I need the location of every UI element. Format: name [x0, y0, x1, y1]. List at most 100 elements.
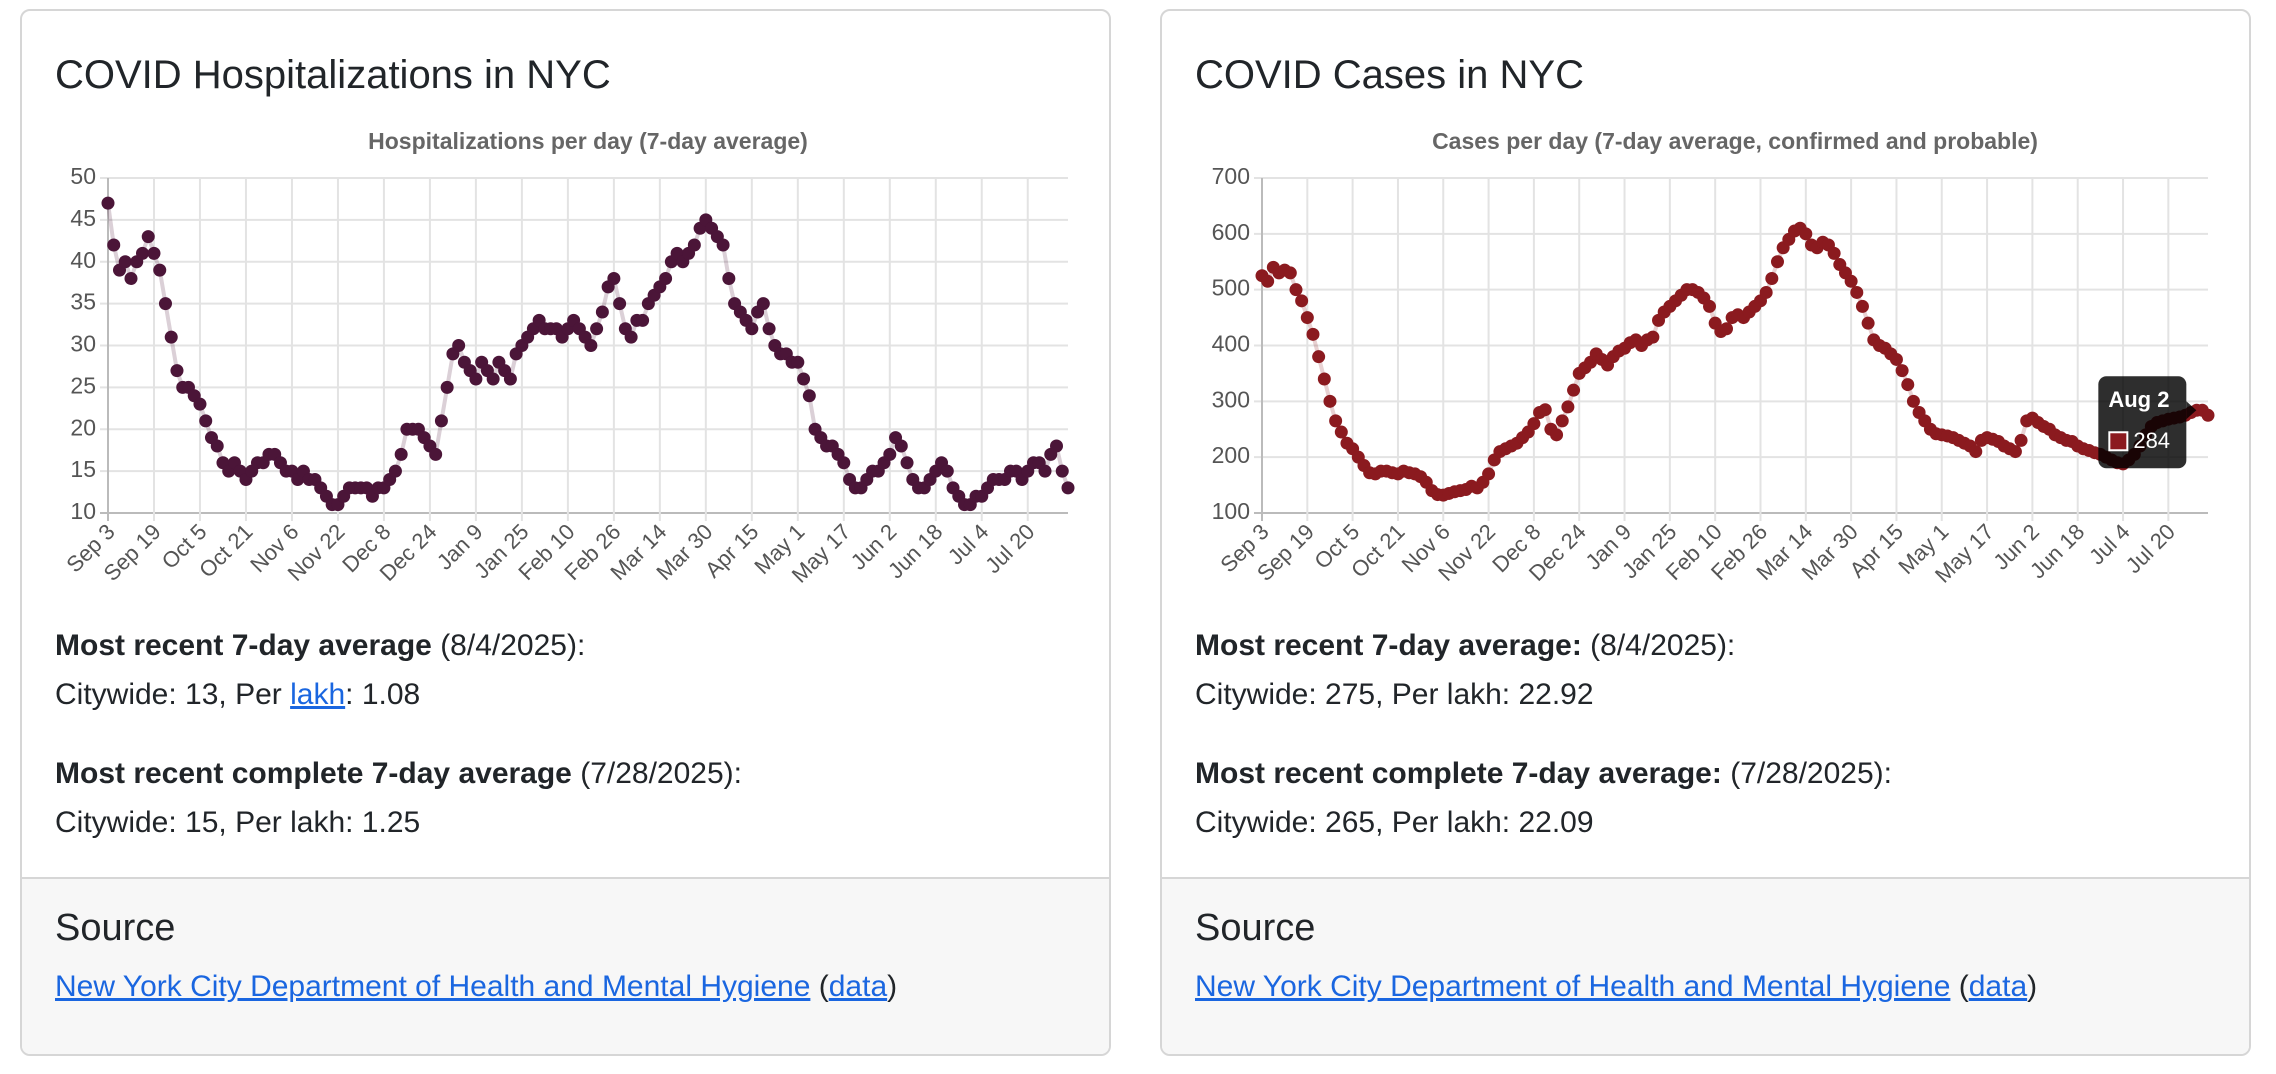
chart: Hospitalizations per day (7-day average)…	[61, 128, 1075, 588]
data-point	[434, 414, 448, 428]
y-tick-label: 40	[70, 247, 96, 273]
data-point	[607, 272, 621, 285]
data-point	[1482, 467, 1496, 481]
stat-date: (8/4/2025):	[440, 629, 586, 662]
data-point	[118, 255, 132, 269]
data-point	[141, 230, 155, 244]
lakh-link[interactable]: lakh	[290, 678, 346, 711]
card: COVID Cases in NYC Most recent 7-day aver…	[1160, 9, 2251, 1056]
card-footer: Source New York City Department of Health…	[1162, 877, 2249, 1054]
data-point	[1323, 394, 1337, 408]
data-point	[486, 372, 500, 386]
stat-line: Citywide: 265, Per lakh: 22.09	[1195, 798, 1892, 847]
data-point	[429, 447, 443, 461]
data-point	[837, 456, 851, 470]
card-title: COVID Cases in NYC	[1195, 53, 1584, 97]
y-tick-label: 600	[1212, 219, 1250, 245]
data-point	[883, 447, 897, 461]
data-point	[1901, 378, 1915, 392]
data-point	[1283, 266, 1297, 280]
data-point	[802, 389, 816, 403]
paren: )	[2027, 970, 2038, 1003]
stat-date: (8/4/2025):	[1590, 629, 1736, 662]
data-point	[1289, 283, 1303, 297]
x-tick-label: Jul 20	[2121, 519, 2180, 578]
data-link[interactable]: data	[828, 970, 888, 1003]
data-point	[1850, 285, 1864, 299]
data-point	[1050, 439, 1064, 453]
data-point	[1889, 352, 1903, 366]
data-point	[756, 297, 770, 311]
data-point	[440, 380, 454, 394]
source-link[interactable]: New York City Department of Health and M…	[1195, 970, 1951, 1003]
x-tick-label: Oct 21	[194, 519, 258, 583]
data-point	[595, 305, 609, 319]
data-point	[940, 464, 954, 478]
source-heading: Source	[1195, 907, 1316, 949]
data-point	[687, 238, 701, 252]
data-point	[1646, 330, 1660, 344]
stat-line: Citywide: 15, Per lakh: 1.25	[55, 798, 742, 847]
data-point	[1895, 364, 1909, 378]
data-point	[1567, 383, 1581, 397]
data-point	[1703, 299, 1717, 313]
chart-title: Cases per day (7-day average, confirmed …	[1432, 128, 2038, 154]
data-point	[1329, 414, 1343, 428]
stat-date: (7/28/2025):	[1730, 757, 1892, 790]
source-link[interactable]: New York City Department of Health and M…	[55, 970, 811, 1003]
tooltip-arrow	[2186, 401, 2197, 420]
data-point	[1334, 425, 1348, 439]
stat-text: Citywide: 13, Per	[55, 678, 282, 711]
y-tick-label: 50	[70, 163, 96, 189]
data-point	[1799, 227, 1813, 241]
stat-block: Most recent 7-day average (8/4/2025): Cit…	[55, 621, 585, 719]
chart: Cases per day (7-day average, confirmed …	[1212, 128, 2215, 588]
data-point	[791, 355, 805, 369]
data-point	[164, 330, 178, 344]
data-point	[1555, 414, 1569, 428]
data-point	[636, 313, 650, 327]
tooltip-title: Aug 2	[2108, 387, 2169, 412]
stat-heading-line: Most recent 7-day average (8/4/2025):	[55, 621, 585, 670]
data-point	[590, 322, 604, 336]
data-point	[1306, 327, 1320, 341]
data-point	[1550, 428, 1564, 442]
series-line	[1260, 225, 2210, 498]
data-point	[1561, 400, 1575, 414]
data-point	[452, 339, 466, 352]
data-point	[1765, 272, 1779, 285]
data-point	[394, 447, 408, 461]
y-tick-label: 20	[70, 414, 96, 440]
data-point	[1969, 445, 1983, 459]
data-point	[210, 439, 224, 453]
data-point	[1844, 274, 1858, 288]
data-point	[1317, 372, 1331, 386]
stat-heading: Most recent 7-day average:	[1195, 629, 1582, 662]
stat-line: Citywide: 275, Per lakh: 22.92	[1195, 670, 1735, 719]
data-point	[762, 322, 776, 336]
data-point	[170, 364, 184, 378]
stat-line: Citywide: 13, Per lakh: 1.08	[55, 670, 585, 719]
data-point	[153, 263, 167, 277]
data-point	[135, 246, 149, 260]
y-tick-label: 200	[1212, 442, 1250, 468]
data-point	[745, 322, 759, 336]
data-point	[1538, 403, 1552, 417]
stat-text: Citywide: 265, Per lakh: 22.09	[1195, 806, 1594, 839]
data-point	[388, 464, 402, 478]
data-point	[1827, 246, 1841, 260]
source-links: New York City Department of Health and M…	[55, 970, 897, 1004]
stat-heading: Most recent complete 7-day average	[55, 757, 572, 790]
card-footer: Source New York City Department of Health…	[22, 877, 1109, 1054]
y-tick-label: 400	[1212, 331, 1250, 357]
y-tick-label: 100	[1212, 498, 1250, 524]
y-tick-label: 15	[70, 456, 96, 482]
data-point	[1038, 464, 1052, 478]
data-link[interactable]: data	[1968, 970, 2028, 1003]
paren: (	[1958, 970, 1969, 1003]
data-point	[193, 397, 207, 411]
data-point	[101, 196, 115, 210]
data-point	[503, 372, 517, 386]
paren: (	[818, 970, 829, 1003]
paren: )	[887, 970, 898, 1003]
